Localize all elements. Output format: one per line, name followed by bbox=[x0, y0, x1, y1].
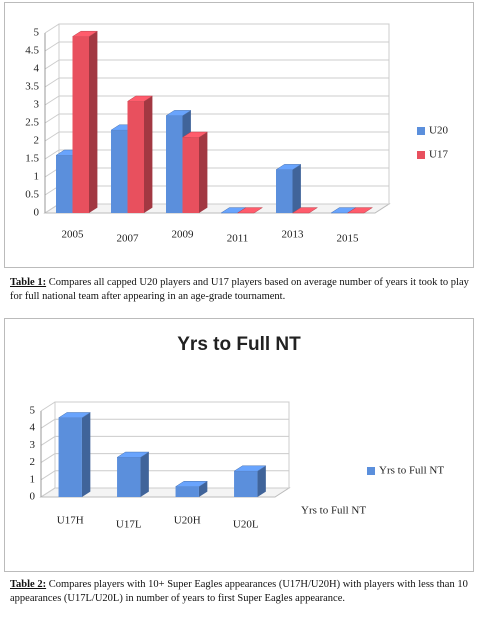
bar bbox=[276, 169, 293, 213]
grid-line-side bbox=[40, 435, 56, 446]
y-tick-label: 2.5 bbox=[25, 117, 39, 129]
bar-side bbox=[144, 96, 153, 213]
y-tick-label: 4 bbox=[30, 422, 36, 434]
bar bbox=[234, 471, 258, 497]
bar-top bbox=[346, 207, 374, 214]
legend-swatch bbox=[417, 151, 425, 159]
grid-line-side bbox=[40, 470, 56, 481]
grid-line-side bbox=[40, 487, 56, 498]
y-tick-label: 3 bbox=[34, 99, 40, 111]
y-tick-label: 0 bbox=[30, 491, 36, 503]
bar bbox=[72, 36, 89, 213]
caption-label: Table 1: bbox=[10, 277, 47, 288]
y-tick-label: 5 bbox=[30, 405, 36, 417]
legend-label: U17 bbox=[429, 149, 448, 161]
caption-2: Table 2: Compares players with 10+ Super… bbox=[10, 578, 470, 606]
x-tick-label: 2013 bbox=[282, 229, 305, 241]
bar-side bbox=[199, 132, 208, 213]
grid-line-side bbox=[44, 23, 60, 34]
legend-label: Yrs to Full NT bbox=[379, 465, 444, 477]
y-tick-label: 2 bbox=[30, 456, 36, 468]
x-tick-label: 2007 bbox=[117, 233, 140, 245]
x-tick-label: U20L bbox=[233, 519, 259, 531]
x-tick-label: 2009 bbox=[172, 229, 195, 241]
bar bbox=[111, 130, 128, 213]
legend-label: U20 bbox=[429, 125, 448, 137]
grid-line-side bbox=[44, 149, 60, 160]
bar-side bbox=[198, 481, 208, 497]
x-tick-label: U17L bbox=[116, 519, 142, 531]
bar bbox=[117, 457, 141, 497]
grid-line-side bbox=[44, 59, 60, 70]
grid-line-side bbox=[40, 418, 56, 429]
legend-swatch bbox=[417, 127, 425, 135]
y-tick-label: 4 bbox=[34, 63, 40, 75]
caption-label: Table 2: bbox=[10, 579, 47, 590]
y-tick-label: 4.5 bbox=[25, 45, 39, 57]
y-tick-label: 1.5 bbox=[25, 153, 39, 165]
bar bbox=[166, 115, 183, 213]
y-tick-label: 0 bbox=[34, 207, 40, 219]
bar-side bbox=[140, 452, 149, 497]
bar bbox=[127, 101, 144, 213]
x-tick-label: U17H bbox=[57, 515, 84, 527]
chart-1: 0 0.5 1 1.5 2 2.5 3 3.5 4 4.5 5 2005 2007 2009 2011 201… bbox=[4, 2, 474, 268]
y-tick-label: 5 bbox=[34, 27, 40, 39]
grid-line-side bbox=[40, 453, 56, 464]
y-tick-label: 1 bbox=[30, 473, 36, 485]
depth-axis-label: Yrs to Full NT bbox=[301, 505, 366, 517]
bar bbox=[182, 137, 199, 213]
bar bbox=[175, 486, 199, 497]
bar-top bbox=[236, 207, 264, 214]
bar-side bbox=[81, 412, 91, 497]
bar-side bbox=[257, 465, 266, 497]
bar bbox=[56, 155, 73, 213]
chart-title: Yrs to Full NT bbox=[177, 334, 301, 355]
y-tick-label: 0.5 bbox=[25, 189, 39, 201]
y-tick-label: 3 bbox=[30, 439, 36, 451]
y-tick-label: 2 bbox=[34, 135, 40, 147]
y-tick-label: 3.5 bbox=[25, 81, 39, 93]
x-tick-label: 2005 bbox=[62, 229, 85, 241]
bar-top bbox=[291, 207, 319, 214]
bar-side bbox=[89, 31, 98, 214]
chart-2: Yrs to Full NT 0 1 2 3 4 5 U17H U17L U20H U20L Yrs… bbox=[4, 318, 474, 572]
grid-line-side bbox=[44, 77, 60, 88]
grid-line-side bbox=[40, 401, 56, 412]
grid-line-side bbox=[44, 41, 60, 52]
x-tick-label: 2011 bbox=[227, 233, 249, 245]
caption-text: Compares players with 10+ Super Eagles a… bbox=[10, 579, 468, 604]
bar bbox=[58, 417, 82, 497]
x-tick-label: U20H bbox=[174, 515, 201, 527]
y-tick-label: 1 bbox=[34, 171, 40, 183]
caption-text: Compares all capped U20 players and U17 … bbox=[10, 277, 469, 302]
grid-line-side bbox=[44, 95, 60, 106]
bar-side bbox=[292, 164, 301, 213]
grid-line-side bbox=[44, 113, 60, 124]
legend-swatch bbox=[367, 467, 375, 475]
caption-1: Table 1: Compares all capped U20 players… bbox=[10, 276, 470, 304]
grid-line-side bbox=[44, 131, 60, 142]
x-tick-label: 2015 bbox=[337, 233, 360, 245]
